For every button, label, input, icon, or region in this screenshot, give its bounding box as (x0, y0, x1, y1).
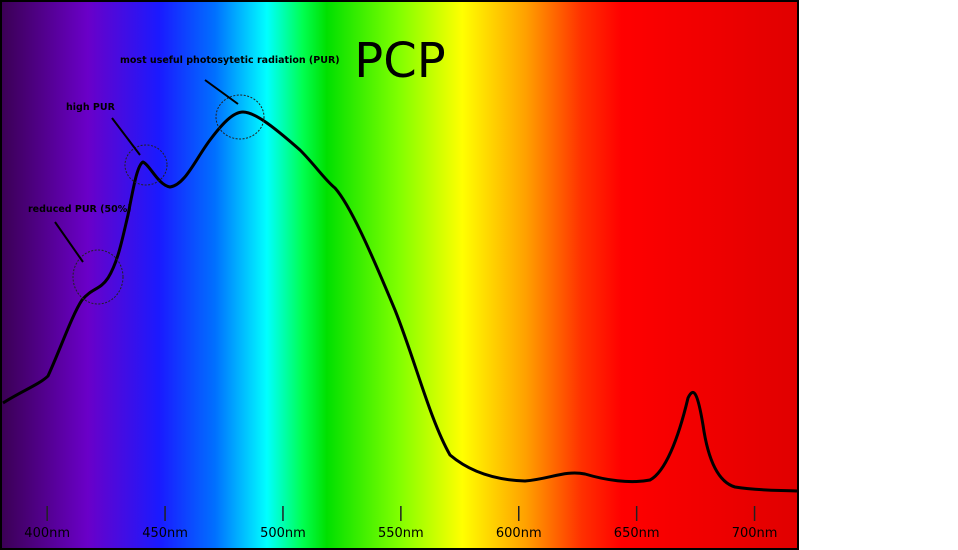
annotation: reduced PUR (50%) (28, 204, 132, 215)
highlight-circle (215, 94, 265, 140)
highlight-circle (124, 144, 168, 186)
frame (0, 0, 799, 550)
x-tick-label: 600nm (496, 526, 542, 541)
arrow-line (54, 221, 84, 263)
arrow-line (204, 79, 239, 105)
chart-title: PCP (354, 33, 445, 89)
x-tick-label: 700nm (732, 526, 778, 541)
x-tick-label: 650nm (614, 526, 660, 541)
x-tick-label: 450nm (142, 526, 188, 541)
annotation: most useful photosytetic radiation (PUR) (120, 55, 340, 66)
absorption-curve (2, 110, 798, 493)
x-tick-label: 400nm (24, 526, 70, 541)
x-tick-label: 550nm (378, 526, 424, 541)
highlight-circle (72, 249, 124, 305)
x-tick-label: 500nm (260, 526, 306, 541)
annotation: high PUR (66, 102, 116, 113)
arrow-line (111, 117, 141, 156)
spectrum-background (0, 0, 799, 550)
